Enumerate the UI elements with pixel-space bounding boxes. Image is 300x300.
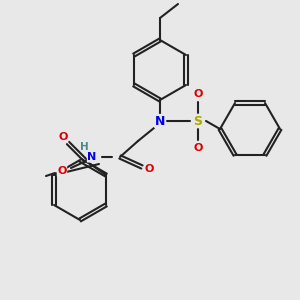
Text: O: O <box>57 166 67 176</box>
Text: N: N <box>155 115 165 128</box>
Text: O: O <box>193 143 203 153</box>
Text: N: N <box>87 152 97 162</box>
Text: O: O <box>58 132 68 142</box>
Text: O: O <box>144 164 154 174</box>
Text: S: S <box>194 115 202 128</box>
Text: O: O <box>193 89 203 99</box>
Text: H: H <box>80 142 88 152</box>
